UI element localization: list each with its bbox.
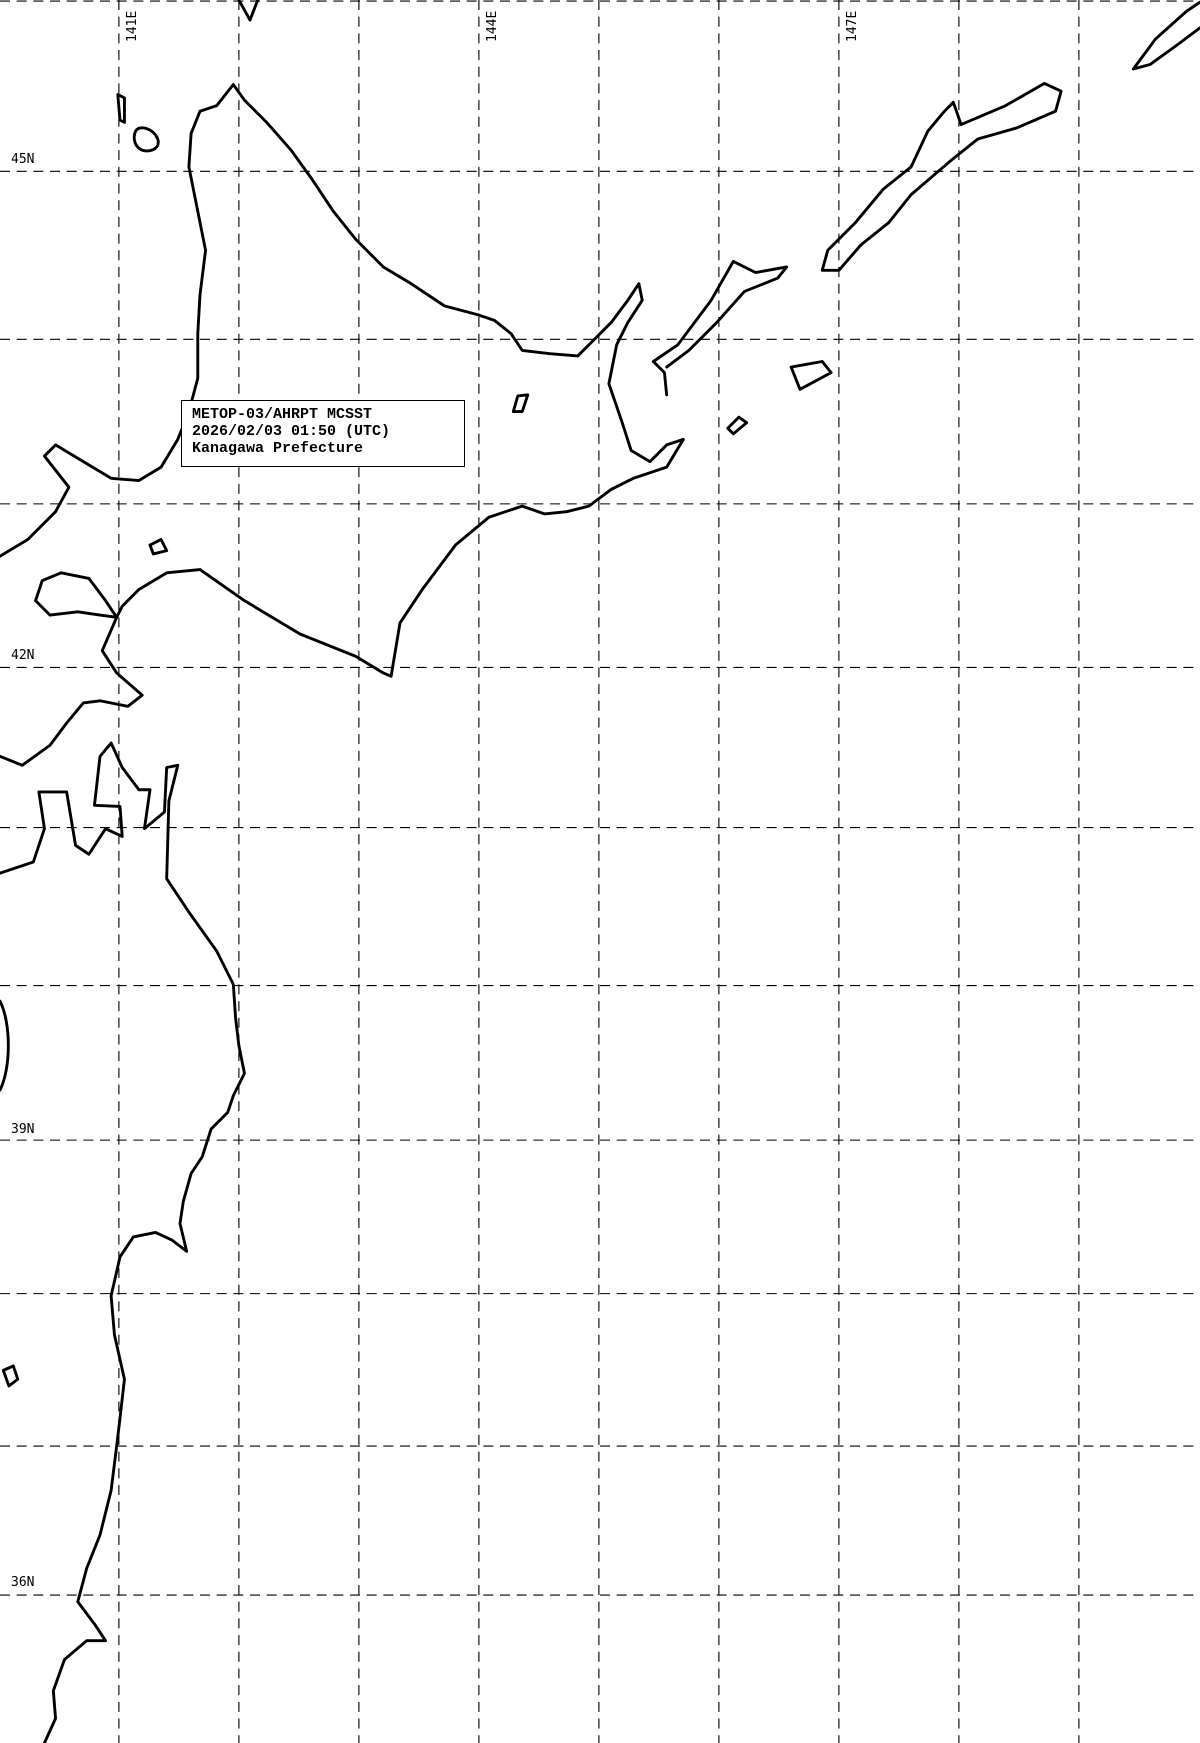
coast-kunashiri [651,259,789,397]
info-box: METOP-03/AHRPT MCSST 2026/02/03 01:50 (U… [181,400,465,467]
latitude-label: 39N [11,1122,35,1137]
satellite-product: METOP-03/AHRPT MCSST [192,406,373,423]
island-rishiri [132,126,160,153]
longitude-label: 141E [125,10,140,42]
coast-top [237,0,260,22]
island-rebun [116,93,126,124]
coast-iturup [820,81,1063,272]
island-okushiri [148,538,169,556]
longitude-label: 144E [485,10,500,42]
lake [511,393,530,414]
latitude-label: 45N [11,152,35,167]
coast-shikotan [789,360,833,391]
inland-lake [0,999,10,1092]
coast-honshu [0,741,246,1743]
coast-sakhalin [1131,0,1200,71]
island-sado [1,1364,20,1388]
observation-time: 2026/02/03 01:50 (UTC) [192,423,391,440]
longitude-label: 147E [845,10,860,42]
coast-hokkaido [0,83,685,767]
coast-hokkaido-west [0,109,208,558]
latitude-label: 36N [11,1575,35,1590]
latitude-label: 42N [11,648,35,663]
agency: Kanagawa Prefecture [192,440,364,457]
island-habomai [726,415,749,436]
